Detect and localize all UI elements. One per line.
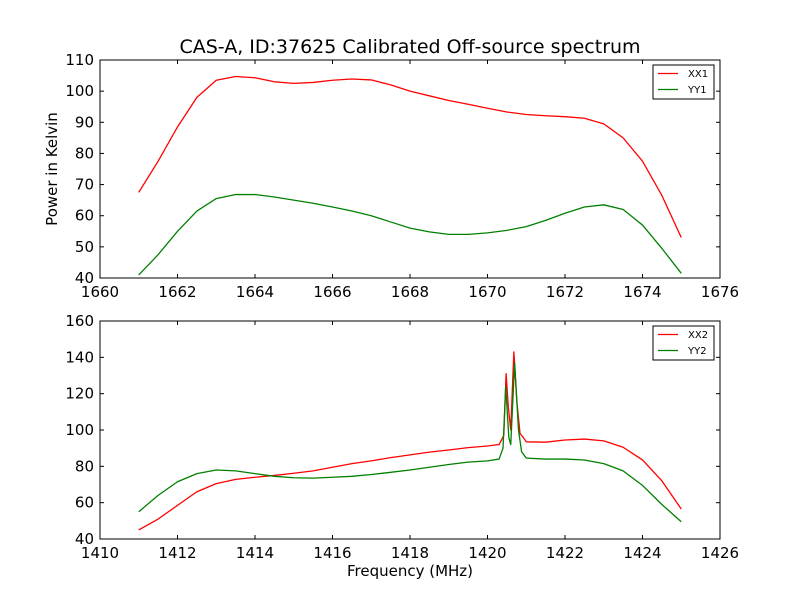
top-chart-x-tick-label: 1666 [313, 283, 351, 301]
bottom-chart-y-tick-label: 40 [75, 530, 94, 548]
bottom-chart-y-tick-label: 100 [65, 421, 94, 439]
top-chart-y-tick-label: 110 [65, 51, 94, 69]
top-chart-ticks: 1660 1662 1664 1666 1668 1670 1672 1674 1676 40 50… [65, 51, 739, 301]
top-chart-y-axis-label: Power in Kelvin [43, 112, 61, 226]
bottom-chart-x-tick-label: 1414 [236, 544, 274, 562]
bottom-chart-series [138, 351, 682, 531]
bottom-chart-legend-label-yy2: YY2 [687, 346, 707, 357]
series-line-xx1 [138, 75, 682, 238]
top-chart-legend-box [652, 64, 715, 100]
bottom-chart-x-tick-label: 1420 [468, 544, 506, 562]
series-line-yy1 [138, 193, 682, 276]
top-chart-y-tick-label: 90 [75, 113, 94, 131]
bottom-chart-x-tick-label: 1412 [158, 544, 196, 562]
top-chart-legend-label-yy1: YY1 [687, 85, 707, 96]
bottom-chart: 1410 1412 1414 1416 1418 1420 1422 1424 1426 40 60… [65, 312, 739, 580]
bottom-chart-x-tick-label: 1426 [701, 544, 739, 562]
top-chart-x-tick-label: 1672 [546, 283, 584, 301]
bottom-chart-y-tick-label: 60 [75, 494, 94, 512]
series-line-yy2 [138, 362, 682, 523]
top-chart-x-tick-label: 1674 [623, 283, 661, 301]
top-chart-series [138, 75, 682, 276]
top-chart-x-tick-label: 1664 [236, 283, 274, 301]
top-chart-y-tick-label: 60 [75, 207, 94, 225]
bottom-chart-ticks: 1410 1412 1414 1416 1418 1420 1422 1424 1426 40 60… [65, 312, 739, 562]
top-chart-x-tick-label: 1668 [391, 283, 429, 301]
bottom-chart-x-axis-label: Frequency (MHz) [347, 562, 473, 580]
top-chart-y-tick-label: 50 [75, 238, 94, 256]
bottom-chart-x-tick-label: 1418 [391, 544, 429, 562]
top-chart-y-tick-label: 100 [65, 82, 94, 100]
bottom-chart-y-tick-label: 120 [65, 385, 94, 403]
top-chart-legend-label-xx1: XX1 [688, 69, 708, 80]
bottom-chart-x-tick-label: 1422 [546, 544, 584, 562]
top-chart-y-tick-label: 40 [75, 269, 94, 287]
top-chart-legend: XX1 YY1 [652, 64, 715, 100]
top-chart: 1660 1662 1664 1666 1668 1670 1672 1674 1676 40 50… [43, 51, 739, 301]
bottom-chart-x-tick-label: 1424 [623, 544, 661, 562]
bottom-chart-y-tick-label: 160 [65, 312, 94, 330]
top-chart-x-tick-label: 1670 [468, 283, 506, 301]
series-line-xx2 [138, 351, 682, 531]
bottom-chart-y-tick-label: 140 [65, 348, 94, 366]
figure-title: CAS-A, ID:37625 Calibrated Off-source sp… [179, 36, 640, 58]
bottom-chart-x-tick-label: 1416 [313, 544, 351, 562]
bottom-chart-x-tick-label: 1410 [81, 544, 119, 562]
top-chart-x-tick-label: 1676 [701, 283, 739, 301]
top-chart-y-tick-label: 80 [75, 144, 94, 162]
bottom-chart-legend-box [652, 325, 715, 361]
bottom-chart-legend: XX2 YY2 [652, 325, 715, 361]
top-chart-x-tick-label: 1662 [158, 283, 196, 301]
top-chart-x-tick-label: 1660 [81, 283, 119, 301]
bottom-chart-y-tick-label: 80 [75, 457, 94, 475]
bottom-chart-legend-label-xx2: XX2 [688, 330, 708, 341]
top-chart-y-tick-label: 70 [75, 176, 94, 194]
